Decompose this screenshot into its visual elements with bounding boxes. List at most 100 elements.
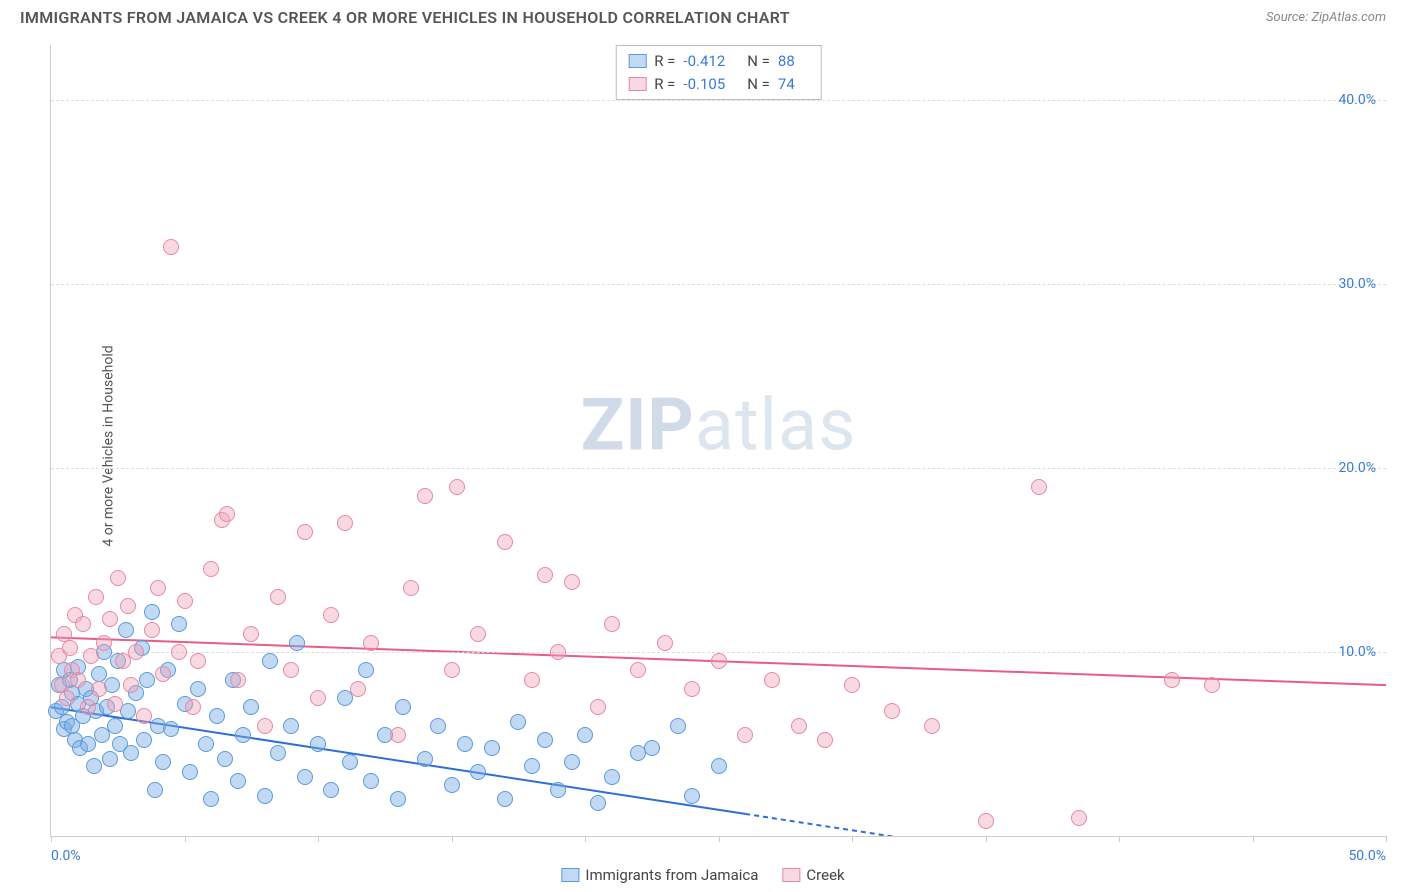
scatter-point-jamaica bbox=[497, 791, 513, 807]
source-name: ZipAtlas.com bbox=[1311, 10, 1386, 25]
scatter-point-jamaica bbox=[470, 764, 486, 780]
scatter-point-creek bbox=[444, 662, 460, 678]
source-attribution: Source: ZipAtlas.com bbox=[1266, 10, 1386, 25]
legend-item-jamaica: Immigrants from Jamaica bbox=[561, 866, 758, 884]
scatter-point-creek bbox=[1031, 479, 1047, 495]
scatter-point-jamaica bbox=[283, 718, 299, 734]
scatter-point-jamaica bbox=[444, 777, 460, 793]
scatter-point-jamaica bbox=[118, 622, 134, 638]
grid-line bbox=[51, 100, 1386, 101]
n-value: 88 bbox=[778, 50, 795, 73]
x-tick bbox=[452, 836, 453, 842]
scatter-point-creek bbox=[524, 672, 540, 688]
scatter-point-creek bbox=[177, 593, 193, 609]
scatter-point-creek bbox=[123, 677, 139, 693]
grid-line bbox=[51, 284, 1386, 285]
watermark-rest: atlas bbox=[695, 382, 857, 467]
scatter-point-creek bbox=[470, 626, 486, 642]
scatter-point-creek bbox=[449, 479, 465, 495]
scatter-point-jamaica bbox=[417, 751, 433, 767]
y-tick-label: 20.0% bbox=[1338, 460, 1376, 476]
scatter-point-creek bbox=[337, 515, 353, 531]
scatter-point-jamaica bbox=[711, 758, 727, 774]
scatter-point-jamaica bbox=[323, 782, 339, 798]
x-tick bbox=[318, 836, 319, 842]
scatter-point-creek bbox=[83, 648, 99, 664]
x-tick bbox=[185, 836, 186, 842]
scatter-point-jamaica bbox=[510, 714, 526, 730]
scatter-point-creek bbox=[219, 506, 235, 522]
watermark-bold: ZIP bbox=[581, 382, 695, 467]
scatter-point-creek bbox=[75, 616, 91, 632]
scatter-point-jamaica bbox=[203, 791, 219, 807]
scatter-point-creek bbox=[230, 672, 246, 688]
scatter-point-jamaica bbox=[358, 662, 374, 678]
legend-swatch-jamaica bbox=[561, 868, 579, 882]
scatter-point-jamaica bbox=[262, 653, 278, 669]
scatter-point-creek bbox=[684, 681, 700, 697]
n-value: 74 bbox=[778, 73, 795, 96]
scatter-point-jamaica bbox=[684, 788, 700, 804]
scatter-point-jamaica bbox=[310, 736, 326, 752]
x-tick bbox=[1253, 836, 1254, 842]
scatter-point-creek bbox=[403, 580, 419, 596]
scatter-point-jamaica bbox=[537, 732, 553, 748]
scatter-point-creek bbox=[310, 690, 326, 706]
scatter-point-creek bbox=[1164, 672, 1180, 688]
n-label: N = bbox=[747, 73, 770, 96]
scatter-point-creek bbox=[150, 580, 166, 596]
scatter-point-creek bbox=[163, 239, 179, 255]
scatter-point-creek bbox=[243, 626, 259, 642]
scatter-point-jamaica bbox=[163, 721, 179, 737]
scatter-point-creek bbox=[110, 570, 126, 586]
x-tick bbox=[1386, 836, 1387, 842]
x-tick bbox=[719, 836, 720, 842]
scatter-point-jamaica bbox=[139, 672, 155, 688]
scatter-point-creek bbox=[91, 681, 107, 697]
scatter-point-creek bbox=[390, 727, 406, 743]
scatter-point-jamaica bbox=[91, 666, 107, 682]
correlation-legend: R = -0.412N = 88R = -0.105N = 74 bbox=[615, 45, 822, 100]
scatter-point-creek bbox=[350, 681, 366, 697]
scatter-point-jamaica bbox=[577, 727, 593, 743]
scatter-point-creek bbox=[107, 696, 123, 712]
scatter-point-creek bbox=[203, 561, 219, 577]
scatter-point-creek bbox=[270, 589, 286, 605]
x-tick bbox=[852, 836, 853, 842]
scatter-point-creek bbox=[764, 672, 780, 688]
scatter-point-jamaica bbox=[123, 745, 139, 761]
scatter-point-jamaica bbox=[217, 751, 233, 767]
scatter-point-jamaica bbox=[257, 788, 273, 804]
x-tick bbox=[585, 836, 586, 842]
scatter-point-jamaica bbox=[190, 681, 206, 697]
scatter-point-jamaica bbox=[395, 699, 411, 715]
scatter-point-creek bbox=[62, 640, 78, 656]
scatter-point-jamaica bbox=[564, 754, 580, 770]
y-tick-label: 30.0% bbox=[1338, 276, 1376, 292]
r-label: R = bbox=[654, 73, 675, 96]
legend-label: Immigrants from Jamaica bbox=[585, 866, 758, 884]
y-tick-label: 40.0% bbox=[1338, 92, 1376, 108]
scatter-point-jamaica bbox=[235, 727, 251, 743]
scatter-point-jamaica bbox=[198, 736, 214, 752]
scatter-point-jamaica bbox=[86, 758, 102, 774]
legend-swatch-creek bbox=[628, 77, 646, 91]
scatter-point-jamaica bbox=[590, 795, 606, 811]
chart-header: IMMIGRANTS FROM JAMAICA VS CREEK 4 OR MO… bbox=[0, 0, 1406, 31]
source-prefix: Source: bbox=[1266, 10, 1311, 25]
scatter-point-jamaica bbox=[155, 754, 171, 770]
scatter-point-jamaica bbox=[171, 616, 187, 632]
scatter-point-jamaica bbox=[230, 773, 246, 789]
scatter-point-creek bbox=[978, 813, 994, 829]
grid-line bbox=[51, 468, 1386, 469]
scatter-point-jamaica bbox=[342, 754, 358, 770]
scatter-point-creek bbox=[363, 635, 379, 651]
scatter-point-jamaica bbox=[670, 718, 686, 734]
r-value: -0.412 bbox=[683, 50, 725, 73]
scatter-point-creek bbox=[257, 718, 273, 734]
n-label: N = bbox=[747, 50, 770, 73]
scatter-point-creek bbox=[283, 662, 299, 678]
scatter-point-jamaica bbox=[182, 764, 198, 780]
scatter-point-creek bbox=[190, 653, 206, 669]
scatter-point-creek bbox=[711, 653, 727, 669]
